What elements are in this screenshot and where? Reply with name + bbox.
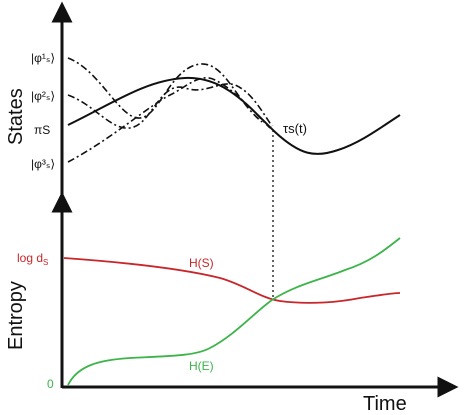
he-label: H(E) xyxy=(189,359,214,373)
phi3-curve xyxy=(67,77,271,163)
phi3-label: |φ³ₛ⟩ xyxy=(31,157,55,171)
hs-curve xyxy=(63,257,401,304)
pi-s-curve xyxy=(67,76,401,155)
phi1-curve xyxy=(67,57,263,123)
hs-label: H(S) xyxy=(189,256,214,270)
states-axis-label: States xyxy=(5,88,27,145)
zero-label: 0 xyxy=(47,377,54,391)
entropy-axis-label: Entropy xyxy=(5,281,27,350)
time-axis-label: Time xyxy=(363,393,407,415)
phi2-label: |φ²ₛ⟩ xyxy=(31,89,55,103)
phi1-label: |φ¹ₛ⟩ xyxy=(31,51,55,65)
tau-label: τs(t) xyxy=(283,121,307,136)
phi2-curve xyxy=(67,83,273,129)
pi-s-label: πS xyxy=(34,123,50,137)
states-curves xyxy=(67,57,401,163)
he-curve xyxy=(67,237,401,386)
log-ds-label: log dS xyxy=(17,251,48,267)
